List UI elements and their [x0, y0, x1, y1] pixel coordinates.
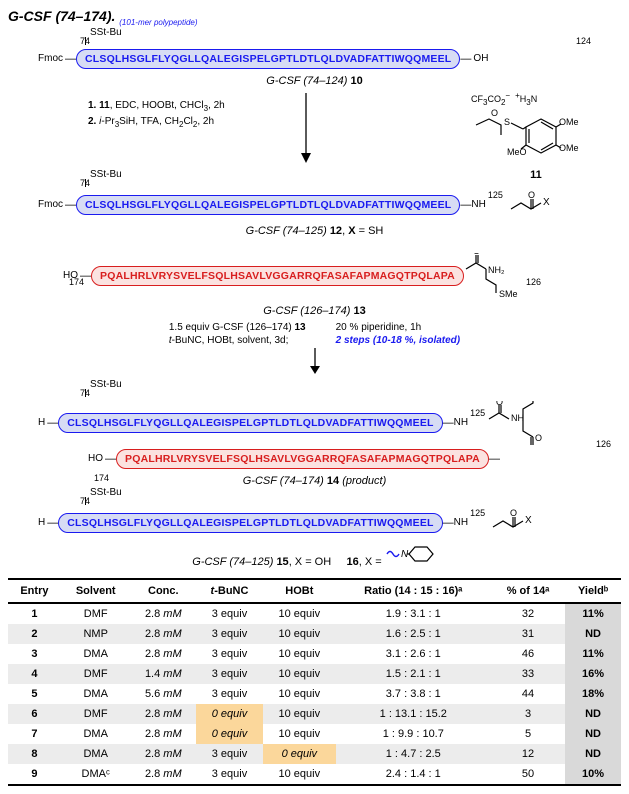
- svg-text:O: O: [510, 509, 517, 518]
- label-gcsf-10: G-CSF (74–124) 10: [8, 75, 621, 87]
- svg-text:O: O: [535, 433, 542, 443]
- th-conc: Conc.: [131, 579, 196, 603]
- seq-blue: CLSQLHSGLFLYQGLLQALEGISPELGPTLDTLQLDVADF…: [76, 49, 460, 69]
- peptide-10: SSt-Bu 74 124 Fmoc— CLSQLHSGLFLYQGLLQALE…: [38, 49, 621, 69]
- pos-174-1: 174: [69, 277, 84, 287]
- seq-red-2: PQALHRLVRYSVELFSQLHSAVLVGGARRQFASAFAPMAG…: [116, 449, 489, 469]
- seq-blue-3: CLSQLHSGLFLYQGLLQALEGISPELGPTLDTLQLDVADF…: [58, 413, 442, 433]
- seq-red: PQALHRLVRYSVELFSQLHSAVLVGGARRQFASAFAPMAG…: [91, 266, 464, 286]
- table-row: 4DMF1.4 mM3 equiv10 equiv1.5 : 2.1 : 133…: [8, 664, 621, 684]
- pos-125-1: 125: [488, 190, 503, 200]
- th-yield: Yieldᵇ: [565, 579, 621, 603]
- th-solvent: Solvent: [61, 579, 131, 603]
- title-sub: (101-mer polypeptide): [119, 18, 197, 27]
- svg-text:O: O: [528, 191, 535, 200]
- svg-text:X: X: [525, 515, 532, 526]
- title-main: G-CSF (74–174).: [8, 8, 115, 24]
- arrow-1: [296, 91, 316, 168]
- th-entry: Entry: [8, 579, 61, 603]
- th-pct: % of 14ᵃ: [491, 579, 565, 603]
- label-gcsf-15-16: G-CSF (74–125) 15, X = OH 16, X = N: [8, 543, 621, 568]
- svg-text:O: O: [491, 108, 498, 118]
- pos-74-3: 74: [80, 388, 90, 398]
- arrow-2: [8, 348, 621, 379]
- conditions-1: 1. 11, EDC, HOOBt, CHCl3, 2h 2. i-Pr3SiH…: [88, 99, 225, 131]
- piperidine-icon: N: [385, 543, 437, 565]
- h-label-2: H: [38, 517, 45, 528]
- svg-text:O: O: [473, 253, 480, 256]
- sstbu-label-4: SSt-Bu: [90, 487, 122, 498]
- peptide-14-top: SSt-Bu 74 H— CLSQLHSGLFLYQGLLQALEGISPELG…: [38, 401, 621, 445]
- pos-74-4: 74: [80, 496, 90, 506]
- svg-text:OMe: OMe: [559, 143, 579, 153]
- pos-74-2: 74: [80, 178, 90, 188]
- table-row: 3DMA2.8 mM3 equiv10 equiv3.1 : 2.6 : 146…: [8, 644, 621, 664]
- oh-label: OH: [473, 53, 488, 64]
- table-row: 6DMF2.8 mM0 equiv10 equiv1 : 13.1 : 15.2…: [8, 704, 621, 724]
- reaction-scheme: SSt-Bu 74 124 Fmoc— CLSQLHSGLFLYQGLLQALE…: [8, 49, 621, 568]
- pos-174-2: 174: [94, 473, 109, 483]
- svg-text:NH: NH: [511, 413, 524, 423]
- table-row: 2NMP2.8 mM3 equiv10 equiv1.6 : 2.5 : 131…: [8, 624, 621, 644]
- conditions-2: 1.5 equiv G-CSF (126–174) 13 t-BuNC, HOB…: [8, 321, 621, 348]
- label-gcsf-12: G-CSF (74–125) 12, X = SH: [8, 225, 621, 237]
- peptide-14-bottom: HO— PQALHRLVRYSVELFSQLHSAVLVGGARRQFASAFA…: [88, 449, 621, 469]
- label-gcsf-13: G-CSF (126–174) 13: [8, 305, 621, 317]
- svg-text:SMe: SMe: [499, 289, 518, 299]
- sstbu-label-2: SSt-Bu: [90, 169, 122, 180]
- svg-text:S: S: [504, 117, 510, 127]
- gly-thioester: OX: [509, 191, 553, 219]
- ho-label-2: HO: [88, 453, 103, 464]
- table-row: 7DMA2.8 mM0 equiv10 equiv1 : 9.9 : 10.75…: [8, 724, 621, 744]
- arrow-block-1: 1. 11, EDC, HOOBt, CHCl3, 2h 2. i-Pr3SiH…: [8, 91, 621, 169]
- table-row: 5DMA5.6 mM3 equiv10 equiv3.7 : 3.8 : 144…: [8, 684, 621, 704]
- seq-blue-2: CLSQLHSGLFLYQGLLQALEGISPELGPTLDTLQLDVADF…: [76, 195, 460, 215]
- table-row: 9DMAᶜ2.8 mM3 equiv10 equiv2.4 : 1.4 : 15…: [8, 764, 621, 785]
- peptide-13: HO— PQALHRLVRYSVELFSQLHSAVLVGGARRQFASAFA…: [63, 253, 621, 299]
- th-ratio: Ratio (14 : 15 : 16)ᵃ: [336, 579, 491, 603]
- svg-text:O: O: [496, 401, 503, 407]
- table-row: 8DMA2.8 mM3 equiv0 equiv1 : 4.7 : 2.512N…: [8, 744, 621, 764]
- pos-124: 124: [576, 36, 591, 46]
- met-amide: O NH₂ SMe: [464, 253, 536, 299]
- pos-126-1: 126: [526, 277, 541, 287]
- sstbu-label: SSt-Bu: [90, 27, 122, 38]
- gly-x: OX: [491, 509, 535, 537]
- table-body: 1DMF2.8 mM3 equiv10 equiv1.9 : 3.1 : 132…: [8, 603, 621, 785]
- svg-text:X: X: [543, 197, 550, 208]
- th-tbunc: t-BuNC: [196, 579, 263, 603]
- peptide-15: SSt-Bu 74 H— CLSQLHSGLFLYQGLLQALEGISPELG…: [38, 509, 621, 537]
- cond-left: 1.5 equiv G-CSF (126–174) 13 t-BuNC, HOB…: [169, 321, 306, 348]
- cond-right: 20 % piperidine, 1h 2 steps (10-18 %, is…: [336, 321, 461, 348]
- svg-text:NH₂: NH₂: [488, 265, 505, 275]
- linker-top: O NH SMe O: [487, 401, 557, 445]
- compound-11: CF3CO2− +H3N O S OMe OMe MeO 11: [471, 91, 601, 181]
- sstbu-label-3: SSt-Bu: [90, 379, 122, 390]
- fmoc-label: Fmoc: [38, 53, 63, 64]
- fmoc-label-2: Fmoc: [38, 199, 63, 210]
- svg-text:OMe: OMe: [559, 117, 579, 127]
- svg-text:MeO: MeO: [507, 147, 527, 157]
- title: G-CSF (74–174). (101-mer polypeptide): [8, 8, 621, 27]
- h-label: H: [38, 417, 45, 428]
- table-row: 1DMF2.8 mM3 equiv10 equiv1.9 : 3.1 : 132…: [8, 603, 621, 624]
- results-table: Entry Solvent Conc. t-BuNC HOBt Ratio (1…: [8, 578, 621, 786]
- peptide-12: SSt-Bu 74 Fmoc— CLSQLHSGLFLYQGLLQALEGISP…: [38, 191, 621, 219]
- th-hobt: HOBt: [263, 579, 336, 603]
- seq-blue-4: CLSQLHSGLFLYQGLLQALEGISPELGPTLDTLQLDVADF…: [58, 513, 442, 533]
- table-head: Entry Solvent Conc. t-BuNC HOBt Ratio (1…: [8, 579, 621, 603]
- nh-1: NH: [471, 199, 485, 210]
- pos-126-2: 126: [596, 439, 611, 449]
- pos-74: 74: [80, 36, 90, 46]
